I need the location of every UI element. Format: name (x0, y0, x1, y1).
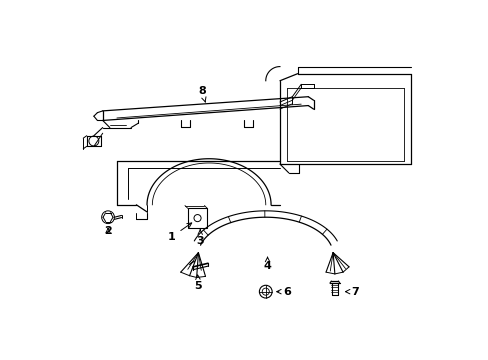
Text: 5: 5 (194, 275, 202, 291)
Text: 7: 7 (350, 287, 358, 297)
Text: 1: 1 (167, 223, 191, 242)
Text: 3: 3 (196, 230, 203, 246)
Text: 8: 8 (198, 86, 205, 102)
Polygon shape (187, 208, 207, 228)
Text: 6: 6 (283, 287, 291, 297)
Text: 2: 2 (104, 226, 112, 237)
Text: 4: 4 (263, 257, 271, 271)
